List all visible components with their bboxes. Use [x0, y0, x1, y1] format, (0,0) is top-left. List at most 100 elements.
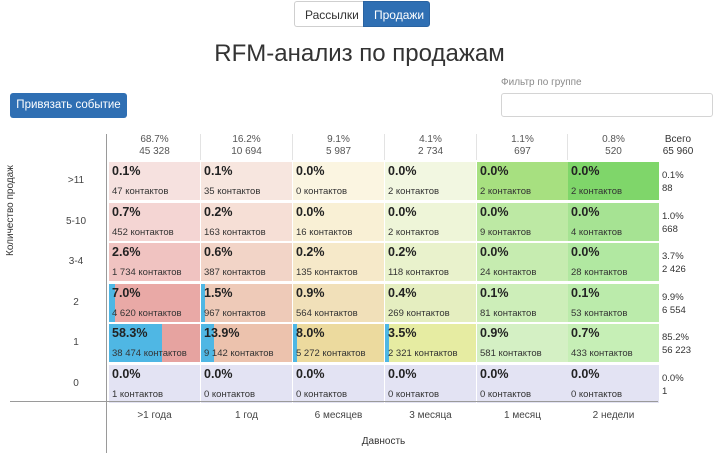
rfm-segment-cell[interactable]: 0.6% 387 контактов — [201, 243, 292, 281]
segment-contacts: 0 контактов — [388, 389, 440, 400]
segment-contacts: 2 контактов — [388, 186, 440, 197]
segment-contacts: 35 контактов — [204, 186, 261, 197]
segment-contacts: 28 контактов — [571, 267, 628, 278]
rfm-segment-cell[interactable]: 0.1% 81 контактов — [477, 284, 568, 322]
rfm-segment-cell[interactable]: 0.0% 0 контактов — [201, 365, 292, 403]
segment-contacts: 0 контактов — [296, 389, 348, 400]
column-header-pct: 1.1% — [511, 134, 534, 145]
rfm-segment-cell[interactable]: 0.0% 2 контактов — [568, 162, 659, 200]
bind-event-button[interactable]: Привязать событие — [10, 93, 127, 118]
rfm-segment-cell[interactable]: 58.3% 38 474 контактов — [109, 324, 200, 362]
segment-percent: 0.7% — [112, 205, 141, 219]
segment-percent: 0.1% — [112, 164, 141, 178]
y-axis-tick-label: >11 — [67, 175, 85, 186]
column-header-pct: 9.1% — [327, 134, 350, 145]
segment-contacts: 2 321 контактов — [388, 348, 458, 359]
x-axis-tick-label: 1 месяц — [504, 410, 541, 421]
segment-percent: 0.0% — [571, 367, 600, 381]
row-total-pct: 1.0% — [662, 211, 684, 222]
rfm-segment-cell[interactable]: 0.9% 581 контактов — [477, 324, 568, 362]
filter-label: Фильтр по группе — [501, 77, 582, 88]
rfm-segment-cell[interactable]: 7.0% 4 620 контактов — [109, 284, 200, 322]
page-title: RFM-анализ по продажам — [214, 40, 505, 67]
rfm-segment-cell[interactable]: 1.5% 967 контактов — [201, 284, 292, 322]
rfm-segment-cell[interactable]: 0.2% 163 контактов — [201, 203, 292, 241]
y-axis-line — [106, 134, 107, 453]
segment-contacts: 0 контактов — [204, 389, 256, 400]
rfm-segment-cell[interactable]: 0.0% 28 контактов — [568, 243, 659, 281]
segment-percent: 0.0% — [388, 205, 417, 219]
segment-contacts: 2 контактов — [480, 186, 532, 197]
rfm-segment-cell[interactable]: 13.9% 9 142 контактов — [201, 324, 292, 362]
segment-percent: 0.0% — [480, 164, 509, 178]
column-header: 0.8% 520 — [568, 134, 659, 158]
column-header-pct: 0.8% — [602, 134, 625, 145]
segment-percent: 0.0% — [571, 164, 600, 178]
rfm-segment-cell[interactable]: 0.0% 2 контактов — [477, 162, 568, 200]
row-total-count: 2 426 — [662, 264, 686, 275]
y-axis-tick-label: 1 — [73, 337, 79, 348]
total-header-value: 65 960 — [662, 146, 694, 157]
row-total-pct: 3.7% — [662, 251, 684, 262]
column-header: 16.2% 10 694 — [201, 134, 292, 158]
segment-percent: 0.6% — [204, 245, 233, 259]
row-total-pct: 85.2% — [662, 332, 689, 343]
segment-contacts: 38 474 контактов — [112, 348, 187, 359]
group-filter-input[interactable] — [501, 93, 713, 117]
tab-sales[interactable]: Продажи — [363, 1, 430, 27]
row-total: 9.9% 6 554 — [662, 291, 698, 317]
rfm-segment-cell[interactable]: 0.7% 433 контактов — [568, 324, 659, 362]
tab-mailings[interactable]: Рассылки — [294, 1, 363, 27]
rfm-segment-cell[interactable]: 0.2% 135 контактов — [293, 243, 384, 281]
segment-contacts: 81 контактов — [480, 308, 537, 319]
x-axis-tick-label: >1 года — [137, 410, 172, 421]
segment-contacts: 4 620 контактов — [112, 308, 182, 319]
row-total-pct: 9.9% — [662, 292, 684, 303]
segment-contacts: 0 контактов — [571, 389, 623, 400]
y-axis-tick-label: 3-4 — [68, 256, 84, 267]
rfm-segment-cell[interactable]: 0.9% 564 контактов — [293, 284, 384, 322]
segment-contacts: 581 контактов — [480, 348, 542, 359]
rfm-segment-cell[interactable]: 0.7% 452 контактов — [109, 203, 200, 241]
y-axis-tick-label: 5-10 — [65, 216, 86, 227]
rfm-segment-cell[interactable]: 0.1% 47 контактов — [109, 162, 200, 200]
rfm-segment-cell[interactable]: 8.0% 5 272 контактов — [293, 324, 384, 362]
column-header-pct: 4.1% — [419, 134, 442, 145]
segment-percent: 0.9% — [480, 326, 509, 340]
rfm-segment-cell[interactable]: 0.0% 1 контактов — [109, 365, 200, 403]
rfm-segment-cell[interactable]: 0.0% 16 контактов — [293, 203, 384, 241]
segment-contacts: 135 контактов — [296, 267, 358, 278]
segment-contacts: 1 контактов — [112, 389, 164, 400]
segment-percent: 0.7% — [571, 326, 600, 340]
rfm-segment-cell[interactable]: 0.0% 2 контактов — [385, 162, 476, 200]
column-header-count: 520 — [605, 146, 622, 157]
row-total: 85.2% 56 223 — [662, 331, 698, 357]
rfm-segment-cell[interactable]: 0.0% 24 контактов — [477, 243, 568, 281]
rfm-segment-cell[interactable]: 0.1% 53 контактов — [568, 284, 659, 322]
rfm-segment-cell[interactable]: 0.0% 0 контактов — [293, 365, 384, 403]
row-total: 3.7% 2 426 — [662, 250, 698, 276]
row-total: 1.0% 668 — [662, 210, 698, 236]
rfm-segment-cell[interactable]: 2.6% 1 734 контактов — [109, 243, 200, 281]
segment-percent: 0.0% — [480, 367, 509, 381]
x-axis-title: Давность — [361, 436, 406, 447]
segment-percent: 0.9% — [296, 286, 325, 300]
rfm-segment-cell[interactable]: 0.0% 4 контактов — [568, 203, 659, 241]
segment-percent: 0.0% — [388, 367, 417, 381]
rfm-segment-cell[interactable]: 0.0% 0 контактов — [477, 365, 568, 403]
segment-contacts: 9 142 контактов — [204, 348, 274, 359]
rfm-segment-cell[interactable]: 0.0% 2 контактов — [385, 203, 476, 241]
segment-contacts: 967 контактов — [204, 308, 266, 319]
segment-contacts: 0 контактов — [480, 389, 532, 400]
segment-contacts: 118 контактов — [388, 267, 449, 278]
x-axis-tick-label: 1 год — [235, 410, 258, 421]
rfm-segment-cell[interactable]: 0.0% 0 контактов — [293, 162, 384, 200]
rfm-segment-cell[interactable]: 0.2% 118 контактов — [385, 243, 476, 281]
rfm-segment-cell[interactable]: 0.1% 35 контактов — [201, 162, 292, 200]
rfm-segment-cell[interactable]: 0.0% 9 контактов — [477, 203, 568, 241]
x-axis-tick-label: 3 месяца — [409, 410, 452, 421]
rfm-segment-cell[interactable]: 0.4% 269 контактов — [385, 284, 476, 322]
rfm-segment-cell[interactable]: 0.0% 0 контактов — [385, 365, 476, 403]
rfm-segment-cell[interactable]: 0.0% 0 контактов — [568, 365, 659, 403]
rfm-segment-cell[interactable]: 3.5% 2 321 контактов — [385, 324, 476, 362]
